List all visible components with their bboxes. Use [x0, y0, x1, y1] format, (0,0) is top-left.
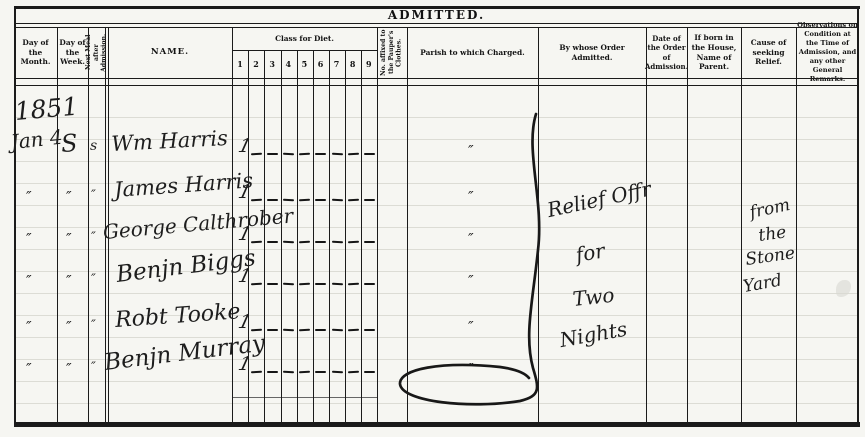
diet-dash-mark [267, 199, 279, 201]
col-header-cause-of-relief: Cause of seeking Relief. [750, 37, 787, 67]
diet-dash-mark [315, 283, 327, 285]
table-line [14, 6, 860, 9]
diet-dash-mark [363, 153, 375, 155]
table-line [345, 50, 347, 423]
entry-next-meal-ditto: ″ [91, 318, 96, 333]
col-header-by-whose-order: By whose Order Admitted. [559, 42, 625, 62]
entry-day-of-week-ditto: ″ [66, 360, 72, 378]
table-line [14, 85, 859, 86]
order-note-line: for [573, 238, 607, 267]
table-line [329, 50, 331, 423]
diet-dash-mark [363, 371, 375, 373]
table-line [281, 50, 283, 423]
diet-number-header: 2 [253, 58, 259, 69]
diet-dash-mark [267, 283, 279, 285]
diet-number-header: 9 [366, 58, 372, 69]
entry-parish-ditto: ″ [468, 142, 474, 160]
table-line [687, 27, 689, 423]
table-line [407, 27, 409, 423]
table-line [232, 27, 234, 423]
diet-dash-mark [267, 329, 279, 331]
diet-dash-mark [363, 283, 375, 285]
col-header-name: NAME. [150, 46, 190, 57]
diet-dash-mark [315, 329, 327, 331]
table-line [313, 50, 315, 423]
entry-next-meal: s [90, 138, 98, 154]
col-header-date-of-order: Date of the Order of Admission. [644, 33, 689, 71]
entry-day-of-week-ditto: ″ [66, 318, 72, 336]
diet-number-header: 6 [317, 58, 324, 69]
table-line [14, 6, 16, 427]
diet-dash-mark [315, 199, 327, 201]
table-line [105, 27, 107, 423]
page-title: ADMITTED. [387, 8, 486, 22]
diet-dash-mark [363, 329, 375, 331]
diet-number-header: 7 [333, 58, 340, 69]
table-line [741, 27, 743, 423]
table-line [14, 422, 860, 427]
diet-number-header: 8 [349, 58, 356, 69]
diet-number-header: 1 [237, 58, 243, 69]
col-header-no-affixed: No. affixed to the Pauper's Clothes. [380, 29, 403, 76]
entry-day-of-month-ditto: ″ [26, 360, 32, 378]
table-line [14, 27, 859, 28]
entry-day-of-week-ditto: ″ [66, 230, 72, 248]
table-line [297, 50, 299, 423]
col-header-if-born-in-house: If born in the House, Name of Parent. [691, 32, 737, 72]
diet-number-header: 4 [285, 58, 292, 69]
entry-day-of-week-ditto: ″ [66, 272, 72, 290]
entry-day-of-week-ditto: ″ [66, 188, 72, 206]
entry-parish-ditto: ″ [468, 360, 474, 378]
diet-dash-mark [267, 153, 279, 155]
entry-year: 1851 [13, 91, 80, 126]
diet-dash-mark [315, 241, 327, 243]
table-line [377, 27, 379, 423]
diet-dash-mark [267, 371, 279, 373]
entry-day-of-month-ditto: ″ [26, 272, 32, 290]
entry-parish-ditto: ″ [468, 230, 474, 248]
order-note-line: Two [571, 282, 616, 311]
col-header-next-meal: Next Meal after Admission. [85, 33, 108, 72]
table-line [857, 6, 860, 427]
col-header-class-for-diet: Class for Diet. [275, 33, 334, 43]
col-header-day-of-month: Day of the Month. [20, 37, 51, 67]
entry-next-meal-ditto: ″ [91, 188, 96, 203]
col-header-observations: Observations on Condition at the Time of… [797, 20, 858, 83]
table-line [14, 78, 859, 80]
diet-dash-mark [363, 199, 375, 201]
table-line [538, 27, 540, 423]
entry-parish-ditto: ″ [468, 188, 474, 206]
table-line [796, 27, 798, 423]
diet-number-header: 5 [301, 58, 308, 69]
entry-next-meal-ditto: ″ [91, 272, 96, 287]
entry-parish-ditto: ″ [468, 272, 474, 290]
entry-day-of-month-ditto: ″ [26, 318, 32, 336]
col-header-parish: Parish to which Charged. [420, 47, 525, 57]
table-line [232, 50, 377, 51]
cause-note-line: the [757, 222, 788, 246]
table-line [108, 27, 110, 423]
entry-day-of-month-ditto: ″ [26, 188, 32, 206]
table-line [361, 50, 363, 423]
diet-dash-mark [315, 371, 327, 373]
entry-day-of-month-ditto: ″ [26, 230, 32, 248]
entry-next-meal-ditto: ″ [91, 360, 96, 375]
entry-parish-ditto: ″ [468, 318, 474, 336]
scan-watermark-icon [836, 280, 851, 297]
table-line [232, 397, 377, 398]
col-header-day-of-week: Day of the Week. [59, 37, 86, 67]
diet-dash-mark [267, 241, 279, 243]
diet-dash-mark [363, 241, 375, 243]
table-line [646, 27, 648, 423]
entry-next-meal-ditto: ″ [91, 230, 96, 245]
table-line [57, 27, 59, 423]
table-line [264, 50, 266, 423]
table-line [248, 50, 250, 423]
diet-number-header: 3 [269, 58, 275, 69]
diet-dash-mark [315, 153, 327, 155]
table-line [88, 27, 90, 423]
table-line [14, 23, 859, 25]
entry-day-of-week: S [60, 128, 79, 158]
